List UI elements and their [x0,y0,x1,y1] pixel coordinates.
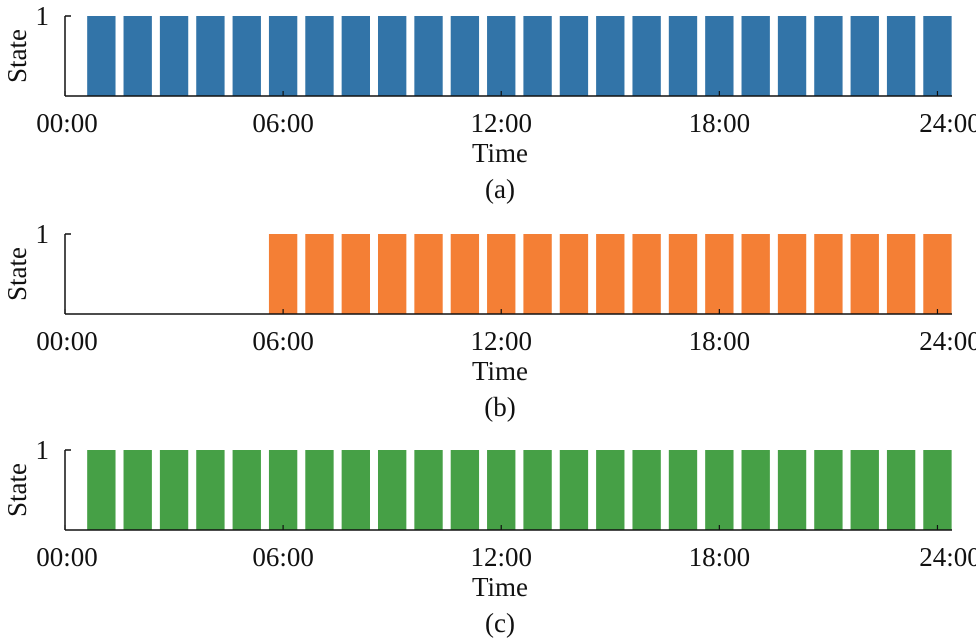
bar [886,450,916,530]
bar [123,450,152,530]
x-tick-label: 00:00 [36,542,98,572]
bar [487,450,516,530]
bar [559,450,589,530]
bar [632,234,661,314]
panel-caption: (b) [484,392,515,422]
panel-caption: (a) [485,174,515,204]
bar [450,450,480,530]
bar [377,16,407,96]
x-tick-label: 12:00 [470,326,532,356]
x-tick-label: 06:00 [252,326,314,356]
bar [87,450,116,530]
bar [923,16,952,96]
bar [668,16,698,96]
bar [632,450,661,530]
bar [596,16,625,96]
bar [87,16,116,96]
x-axis-label: Time [472,572,528,602]
bar [814,234,843,314]
bar [523,234,552,314]
bar [523,450,552,530]
bar [559,234,589,314]
y-axis-label: State [2,247,32,301]
bar [559,16,589,96]
bar [341,234,370,314]
bar [450,234,480,314]
bar [777,16,807,96]
bar [268,234,298,314]
bar [705,234,734,314]
bar [305,234,334,314]
x-tick-label: 00:00 [36,108,98,138]
bar [850,450,879,530]
y-tick-label: 1 [36,1,50,31]
bar [850,16,879,96]
x-tick-label: 18:00 [689,542,751,572]
bar [923,450,952,530]
bar [814,16,843,96]
x-tick-label: 12:00 [470,542,532,572]
bar [668,234,698,314]
x-tick-label: 24:00 [919,108,976,138]
bar [305,450,334,530]
bar [632,16,661,96]
bar [523,16,552,96]
y-tick-label: 1 [36,435,50,465]
bar [705,16,734,96]
y-axis-label: State [2,29,32,83]
x-tick-label: 06:00 [252,542,314,572]
bar [850,234,879,314]
bar [777,234,807,314]
bar [159,16,189,96]
x-tick-label: 24:00 [919,542,976,572]
bar [414,234,443,314]
x-axis-label: Time [472,138,528,168]
bar [886,234,916,314]
bar [268,450,298,530]
bar [196,450,225,530]
bar [341,450,370,530]
bar [487,16,516,96]
bar [668,450,698,530]
bar [886,16,916,96]
bar [450,16,480,96]
bar [741,450,770,530]
bar [377,450,407,530]
bar [705,450,734,530]
x-tick-label: 06:00 [252,108,314,138]
bar [741,16,770,96]
bar [268,16,298,96]
bar [814,450,843,530]
bar [232,16,261,96]
bar [923,234,952,314]
y-tick-label: 1 [36,219,50,249]
x-tick-label: 24:00 [919,326,976,356]
bar [414,450,443,530]
bar [377,234,407,314]
bar [741,234,770,314]
x-tick-label: 18:00 [689,108,751,138]
bar [487,234,516,314]
bar [777,450,807,530]
x-axis-label: Time [472,356,528,386]
bar [341,16,370,96]
bar [596,450,625,530]
x-tick-label: 00:00 [36,326,98,356]
bar [305,16,334,96]
x-tick-label: 12:00 [470,108,532,138]
bar [159,450,189,530]
bar [196,16,225,96]
y-axis-label: State [2,463,32,517]
bar [596,234,625,314]
x-tick-label: 18:00 [689,326,751,356]
bar [123,16,152,96]
panel-caption: (c) [485,608,515,638]
bar [414,16,443,96]
bar [232,450,261,530]
